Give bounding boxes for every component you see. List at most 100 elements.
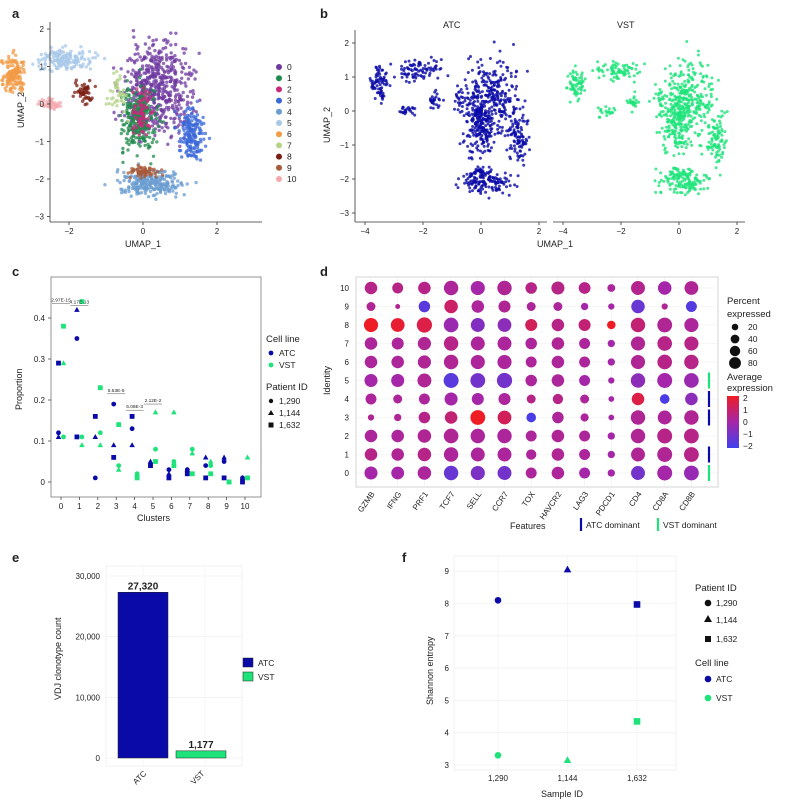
- panel-c-pvalue-label: 4.17E-13: [70, 300, 90, 306]
- panel-d-feature-label: LAG3: [571, 490, 590, 512]
- umap-cell-vst: [698, 114, 701, 117]
- umap-cell-cluster-1: [127, 93, 130, 96]
- umap-cell-vst: [697, 54, 700, 57]
- umap-cell-cluster-2: [147, 91, 150, 94]
- umap-cell-atc: [493, 89, 496, 92]
- umap-cell-cluster-6: [2, 74, 5, 77]
- umap-cell-cluster-7: [115, 104, 118, 107]
- panel-c-pvalue-label: 2.12E-2: [145, 398, 162, 404]
- umap-cell-cluster-4: [156, 181, 159, 184]
- umap-cell-atc: [456, 84, 459, 87]
- umap-cell-atc: [424, 64, 427, 67]
- panel-d-dot-HAVCR2-10: [551, 281, 564, 294]
- umap-cell-vst: [597, 106, 600, 109]
- umap-cell-cluster-0: [179, 94, 182, 97]
- panel-e-ytick-label: 30,000: [76, 572, 101, 581]
- umap-cell-cluster-4: [151, 180, 154, 183]
- panel-d-size-legend-dot: [730, 346, 740, 356]
- panel-c-legend-p1290: 1,290: [279, 396, 301, 406]
- panel-d-dot-PRF1-7: [418, 337, 431, 350]
- umap-cell-atc: [412, 76, 415, 79]
- umap-cell-atc: [471, 189, 474, 192]
- umap-cell-vst: [700, 153, 703, 156]
- panel-d-dot-TOX-5: [525, 375, 537, 387]
- umap-cell-atc: [515, 85, 518, 88]
- umap-cell-vst: [577, 97, 580, 100]
- umap-cell-vst: [683, 80, 686, 83]
- umap-cell-atc: [465, 120, 468, 123]
- panel-c-point-vst-triangle: [98, 442, 104, 447]
- panel-d-dot-GZMB-6: [365, 356, 378, 369]
- umap-cell-atc: [504, 101, 507, 104]
- panel-d-dot-TOX-3: [526, 413, 536, 423]
- umap-cell-atc: [463, 114, 466, 117]
- umap-cell-vst: [665, 114, 668, 117]
- umap-cell-vst: [683, 129, 686, 132]
- umap-cell-vst: [615, 75, 618, 78]
- umap-cell-vst: [572, 77, 575, 80]
- panel-d-dot-SELL-2: [471, 429, 485, 443]
- panel-e-legend-atc-swatch: [243, 658, 253, 667]
- umap-cell-cluster-0: [173, 86, 176, 89]
- panel-d-dot-CCR7-8: [498, 318, 512, 332]
- panel-d-dot-TCF7-6: [444, 355, 458, 369]
- umap-cell-atc: [517, 174, 520, 177]
- umap-cell-atc: [422, 67, 425, 70]
- umap-cell-vst: [659, 191, 662, 194]
- panel-f-ytick-label: 5: [445, 696, 450, 705]
- umap-cell-cluster-6: [11, 75, 14, 78]
- umap-cell-atc: [381, 98, 384, 101]
- umap-cell-cluster-5: [50, 70, 53, 73]
- umap-cell-vst: [654, 191, 657, 194]
- umap-cell-cluster-0: [136, 45, 139, 48]
- umap-cell-vst: [705, 107, 708, 110]
- umap-cell-vst: [724, 130, 727, 133]
- umap-cell-cluster-0: [130, 72, 133, 75]
- panel-d-dot-CCR7-5: [497, 373, 512, 388]
- umap-cell-vst: [679, 64, 682, 67]
- umap-cell-atc: [484, 118, 487, 121]
- panel-c-point-atc-square: [93, 414, 98, 419]
- umap-cell-cluster-3: [180, 155, 183, 158]
- umap-cell-cluster-8: [82, 93, 85, 96]
- panel-d-dot-SELL-10: [471, 281, 485, 295]
- umap-cell-vst: [654, 179, 657, 182]
- panel-d-colorbar-tick-label: −2: [743, 441, 753, 451]
- umap-cell-cluster-10: [54, 104, 57, 107]
- umap-cell-cluster-5: [44, 62, 47, 65]
- umap-cell-cluster-3: [189, 108, 192, 111]
- umap-cell-atc: [455, 183, 458, 186]
- umap-cell-atc: [432, 107, 435, 110]
- panel-c-point-vst-square: [116, 422, 121, 427]
- umap-cell-atc: [513, 183, 516, 186]
- umap-cell-vst: [675, 174, 678, 177]
- umap-cell-atc: [479, 157, 482, 160]
- umap-cell-vst: [702, 187, 705, 190]
- panel-c-xlabel: Clusters: [137, 513, 171, 523]
- umap-cell-cluster-2: [144, 90, 147, 93]
- umap-cell-cluster-0: [152, 43, 155, 46]
- panel-d-dot-HAVCR2-7: [552, 337, 565, 350]
- umap-cell-atc: [428, 74, 431, 77]
- umap-cell-atc: [380, 89, 383, 92]
- umap-cell-atc: [471, 151, 474, 154]
- umap-cell-atc: [381, 95, 384, 98]
- panel-d-dot-CD4-2: [631, 429, 645, 443]
- umap-cell-cluster-9: [136, 164, 139, 167]
- umap-cell-cluster-7: [111, 96, 114, 99]
- umap-cell-cluster-7: [121, 92, 124, 95]
- umap-cell-vst: [695, 173, 698, 176]
- umap-cell-cluster-3: [201, 116, 204, 119]
- umap-cell-vst: [677, 89, 680, 92]
- umap-cell-atc: [470, 174, 473, 177]
- umap-cell-atc: [488, 72, 491, 75]
- umap-cell-cluster-3: [173, 110, 176, 113]
- panel-d-feature-label: SELL: [465, 490, 484, 512]
- umap-cell-vst: [654, 92, 657, 95]
- panel-e-ytick-label: 0: [96, 754, 101, 763]
- panel-c-ytick-label: 0.4: [34, 314, 46, 323]
- panel-d-dot-IFNG-3: [394, 414, 401, 421]
- umap-cell-atc: [521, 116, 524, 119]
- umap-cell-cluster-5: [62, 51, 65, 54]
- panel-d-dot-PRF1-10: [418, 282, 431, 295]
